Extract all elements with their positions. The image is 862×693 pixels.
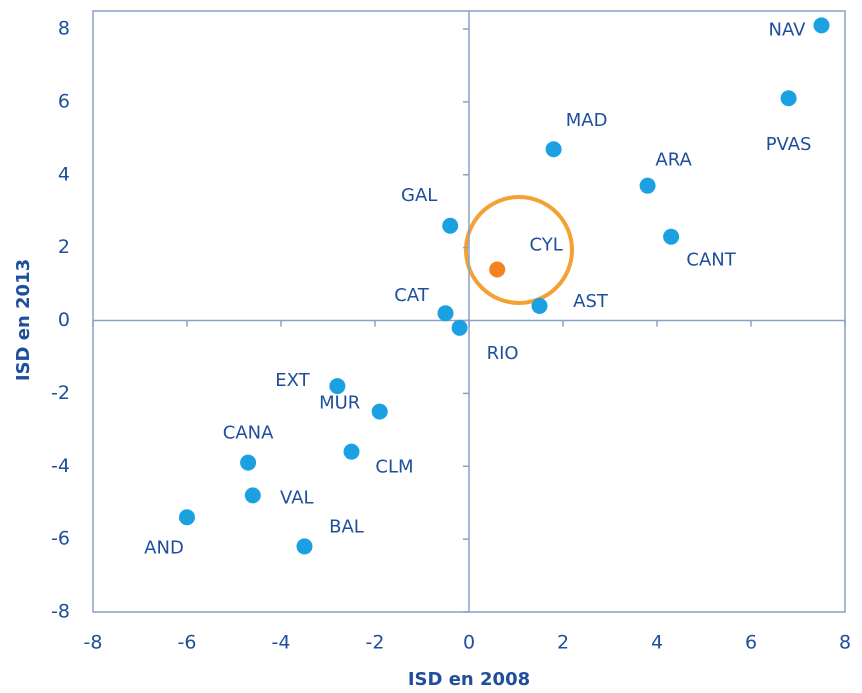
point-label: NAV: [769, 19, 807, 40]
point-label: EXT: [275, 370, 310, 391]
y-tick-label: 4: [58, 163, 70, 185]
point-label: CANT: [686, 250, 736, 271]
point: [437, 305, 454, 322]
x-tick-label: -6: [178, 632, 197, 654]
x-tick-label: -4: [272, 632, 291, 654]
point: [343, 443, 360, 460]
point: [489, 261, 506, 278]
point-label: PVAS: [766, 134, 812, 155]
point: [442, 217, 459, 234]
point: [451, 319, 468, 336]
point: [813, 17, 830, 34]
point: [179, 509, 195, 526]
y-tick-label: -6: [51, 528, 70, 550]
point-label: AND: [144, 537, 184, 558]
y-tick-label: 6: [58, 90, 70, 112]
x-tick-label: 4: [651, 632, 663, 654]
point: [329, 378, 346, 395]
y-tick-label: 0: [58, 309, 70, 331]
point-label: CAT: [394, 285, 429, 306]
x-axis-title: ISD en 2008: [408, 669, 530, 690]
point-label: VAL: [280, 487, 314, 508]
point: [371, 403, 388, 420]
highlight-ring: [464, 195, 574, 305]
point: [780, 90, 797, 107]
point-label: CLM: [375, 457, 413, 478]
y-axis-title: ISD en 2013: [13, 259, 34, 381]
x-tick-label: 2: [557, 632, 569, 654]
x-tick-label: -2: [366, 632, 385, 654]
point-label: AST: [573, 291, 609, 312]
x-tick-label: 8: [839, 632, 851, 654]
point-label: CYL: [530, 234, 563, 255]
point: [531, 297, 548, 314]
x-tick-label: 0: [463, 632, 475, 654]
point: [244, 487, 261, 504]
y-tick-label: -8: [51, 601, 70, 623]
y-tick-label: -4: [51, 455, 70, 477]
point-label: MAD: [566, 110, 608, 131]
y-tick-label: -2: [51, 382, 70, 404]
y-tick-label: 8: [58, 18, 70, 40]
point: [663, 228, 680, 245]
y-tick-label: 2: [58, 236, 70, 258]
point: [240, 454, 257, 471]
point-label: RIO: [487, 343, 519, 364]
point: [545, 141, 562, 158]
point-label: BAL: [329, 516, 364, 537]
point-label: CANA: [223, 423, 274, 444]
point-label: MUR: [319, 393, 360, 414]
x-tick-label: -8: [84, 632, 103, 654]
point: [296, 538, 313, 555]
point: [639, 177, 656, 194]
x-tick-label: 6: [745, 632, 757, 654]
point-label: ARA: [655, 150, 692, 171]
point-label: GAL: [401, 185, 437, 206]
